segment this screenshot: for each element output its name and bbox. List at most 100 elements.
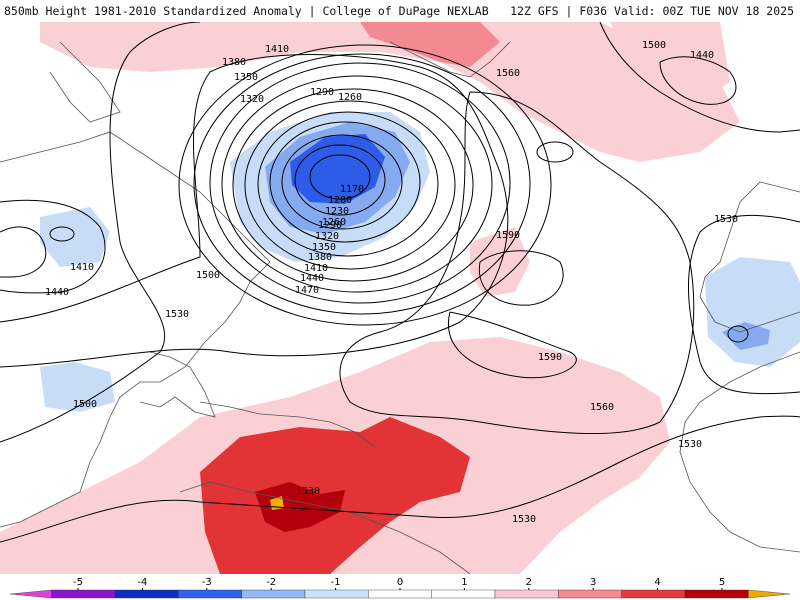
- colorbar-swatch: [558, 589, 622, 599]
- anomaly-map: 1410 1380 1350 1320 1290 1260 1170 1200 …: [0, 22, 800, 574]
- contour-label: 1290: [310, 87, 334, 98]
- colorbar-tick-label: 4: [654, 577, 660, 588]
- colorbar-swatch: [431, 589, 496, 599]
- colorbar-tick-label: 0: [397, 577, 403, 588]
- contour-1410: [209, 62, 511, 304]
- contour-1530-east: [687, 215, 800, 395]
- contour-small-iberia: [727, 325, 749, 343]
- contour-label: 1560: [496, 68, 520, 79]
- colorbar-swatch: [748, 589, 791, 599]
- coastline-europe: [699, 181, 800, 333]
- colorbar-tick-label: -1: [331, 577, 341, 588]
- map-title: 850mb Height 1981-2010 Standardized Anom…: [4, 4, 489, 18]
- colorbar-tick-label: -2: [266, 577, 276, 588]
- coastline-africa: [679, 351, 800, 553]
- colorbar-tick-label: 5: [719, 577, 725, 588]
- colorbar-tick-label: 2: [526, 577, 532, 588]
- contour-1440-ne: [659, 56, 737, 105]
- anomaly-colorbar: -5 -4 -3 -2 -1 0 1 2 3 4 5: [9, 577, 791, 599]
- contour-1170: [309, 154, 371, 200]
- colorbar-swatch: [178, 589, 242, 599]
- contour-1590-north: [478, 250, 564, 306]
- colorbar-swatch: [621, 589, 686, 599]
- contour-1500-ne: [599, 22, 800, 133]
- contour-label: 1530: [512, 514, 536, 525]
- anomaly-neg-iberia-2: [722, 322, 770, 350]
- contour-label: 1170: [340, 184, 364, 195]
- colorbar-tick-label: -3: [202, 577, 212, 588]
- anomaly-pos-north: [40, 22, 740, 162]
- contour-label: 1320: [315, 231, 339, 242]
- contour-label: 1530: [714, 214, 738, 225]
- colorbar-tick-label: -4: [137, 577, 147, 588]
- contour-label: 1380: [222, 57, 246, 68]
- contour-label: 1590: [538, 352, 562, 363]
- colorbar-swatch: [241, 589, 306, 599]
- anomaly-pos-mid-atlantic: [470, 227, 530, 297]
- anomaly-pos-greenland: [360, 22, 500, 67]
- contour-1590-south: [448, 311, 577, 379]
- contour-small-lake: [49, 226, 75, 242]
- contour-label: 1500: [642, 40, 666, 51]
- contour-label: 1440: [45, 287, 69, 298]
- colorbar-swatch: [51, 589, 116, 599]
- contour-label: 1500: [196, 270, 220, 281]
- contour-label: 1560: [590, 402, 614, 413]
- colorbar-swatch: [684, 589, 749, 599]
- contour-label: 1440: [690, 50, 714, 61]
- contour-1320: [244, 100, 456, 270]
- contour-label: 1350: [234, 72, 258, 83]
- contour-1470: [178, 44, 552, 326]
- colorbar-tick-labels: -5 -4 -3 -2 -1 0 1 2 3 4 5: [73, 577, 725, 590]
- contour-label: 1260: [322, 217, 346, 228]
- contour-label: 1590: [496, 230, 520, 241]
- contour-label: 1530: [678, 439, 702, 450]
- contour-label: 1530: [296, 486, 320, 497]
- contour-1440-plains: [0, 199, 106, 294]
- colorbar-tick-label: 1: [461, 577, 467, 588]
- contour-label: 1200: [328, 195, 352, 206]
- colorbar-swatch: [368, 589, 432, 599]
- model-run-info: 12Z GFS | F036 Valid: 00Z TUE NOV 18 202…: [510, 4, 794, 18]
- colorbar-swatch: [304, 589, 369, 599]
- contour-label: 1470: [295, 285, 319, 296]
- contour-label: 1350: [312, 242, 336, 253]
- anomaly-neg-plains: [40, 207, 110, 267]
- contour-1500: [0, 54, 509, 368]
- contour-small-atlantic: [536, 141, 574, 163]
- contour-labels: 1410 1380 1350 1320 1290 1260 1170 1200 …: [45, 40, 738, 525]
- contour-label: 1410: [304, 263, 328, 274]
- contour-1410-plains: [0, 226, 47, 278]
- contour-label: 1260: [338, 92, 362, 103]
- anomaly-neg-iberia: [705, 257, 800, 367]
- coastline-south-america: [179, 481, 471, 574]
- anomaly-neg-mexico: [40, 362, 115, 412]
- coastline-hudson: [49, 41, 121, 123]
- title-bar: 850mb Height 1981-2010 Standardized Anom…: [0, 0, 800, 22]
- contour-label: 1320: [240, 94, 264, 105]
- contour-label: 1230: [325, 206, 349, 217]
- contour-label: 1530: [165, 309, 189, 320]
- contour-1560: [339, 91, 695, 435]
- coastline-caribbean-islands: [199, 401, 376, 448]
- colorbar-swatch: [114, 589, 179, 599]
- colorbar-swatch: [9, 589, 52, 599]
- contour-label: 1380: [308, 252, 332, 263]
- height-contours: [0, 22, 800, 543]
- contour-label: 1410: [265, 44, 289, 55]
- anomaly-pos-venezuela: [255, 482, 345, 532]
- contour-1440: [193, 53, 531, 315]
- coastline-north-america: [0, 131, 271, 528]
- contour-label: 1410: [70, 262, 94, 273]
- contour-1380: [221, 75, 493, 293]
- contour-1260: [269, 121, 421, 243]
- contour-label: 1290: [318, 220, 342, 231]
- contour-1290: [257, 111, 439, 257]
- colorbar-tick-label: -5: [73, 577, 83, 588]
- contour-1350: [232, 88, 474, 282]
- colorbar-swatch: [494, 589, 559, 599]
- coastlines: [0, 41, 800, 574]
- coastline-florida-gulf: [139, 351, 216, 418]
- contour-label: 1500: [73, 399, 97, 410]
